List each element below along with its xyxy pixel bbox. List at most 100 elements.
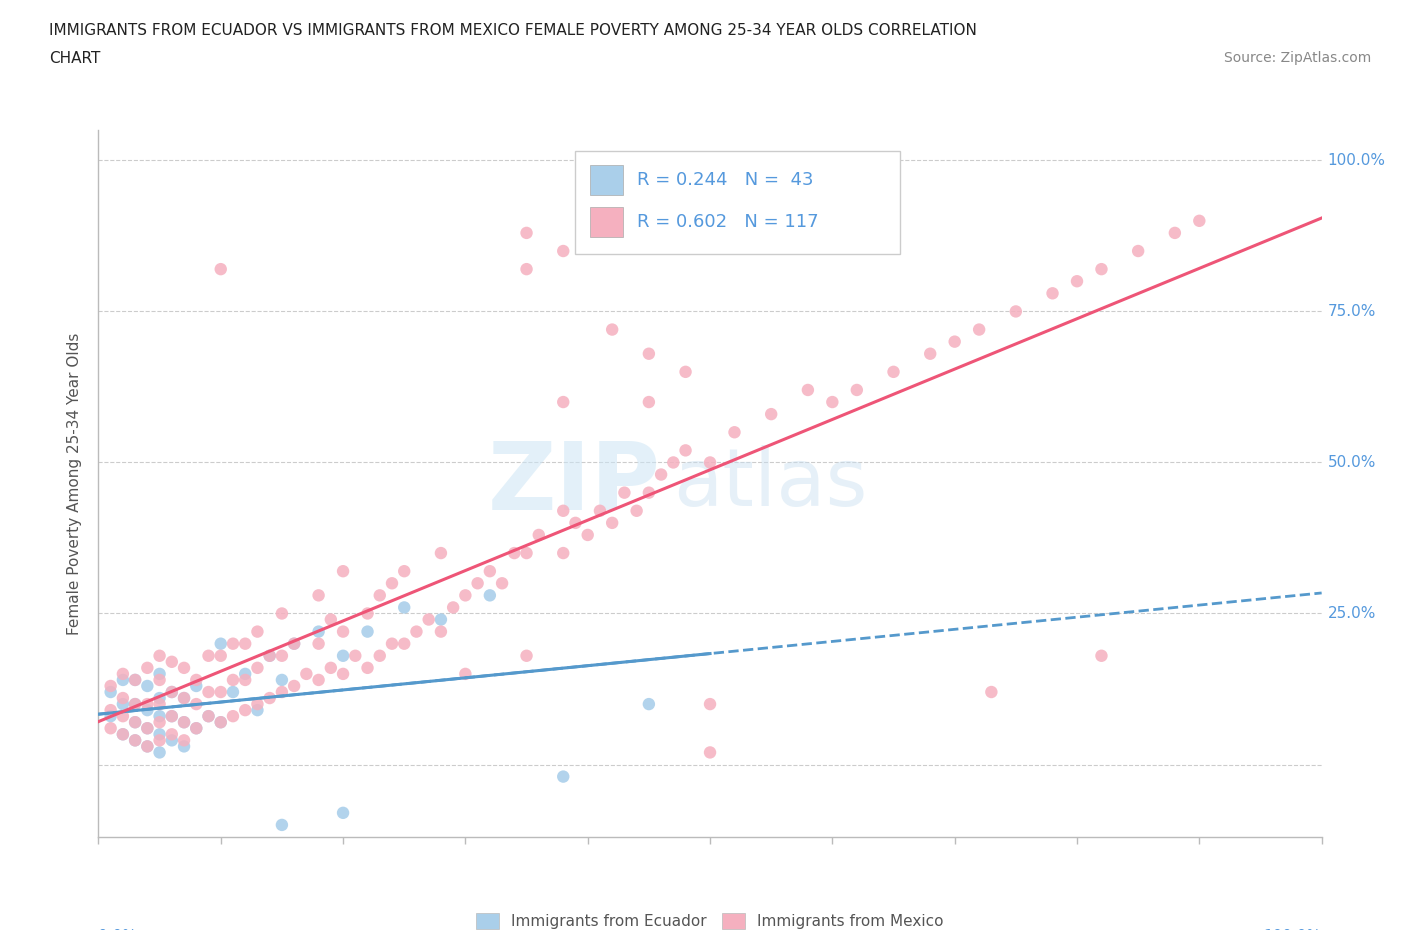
Point: [405, 624, 427, 639]
Point: [1090, 648, 1112, 663]
Point: [160, 709, 183, 724]
Point: [100, 679, 122, 694]
Text: atlas: atlas: [673, 445, 868, 523]
Point: [209, 648, 232, 663]
Point: [430, 612, 453, 627]
Point: [662, 455, 685, 470]
Point: [467, 576, 489, 591]
Point: [149, 667, 172, 682]
Point: [527, 527, 550, 542]
Point: [259, 648, 281, 663]
Point: [186, 721, 208, 736]
Text: IMMIGRANTS FROM ECUADOR VS IMMIGRANTS FROM MEXICO FEMALE POVERTY AMONG 25-34 YEA: IMMIGRANTS FROM ECUADOR VS IMMIGRANTS FR…: [49, 23, 977, 38]
Point: [699, 697, 721, 711]
FancyBboxPatch shape: [575, 152, 900, 254]
Point: [332, 648, 354, 663]
Point: [1164, 225, 1187, 240]
Point: [160, 709, 183, 724]
Point: [233, 703, 256, 718]
Point: [149, 648, 172, 663]
Point: [124, 715, 146, 730]
Point: [392, 564, 416, 578]
Point: [173, 691, 195, 706]
Point: [295, 667, 318, 682]
Point: [111, 709, 134, 724]
Point: [149, 697, 172, 711]
Text: 25.0%: 25.0%: [1327, 606, 1376, 621]
Point: [637, 697, 661, 711]
Point: [430, 624, 453, 639]
Point: [392, 636, 416, 651]
Point: [319, 660, 342, 675]
Point: [503, 546, 526, 561]
Text: Source: ZipAtlas.com: Source: ZipAtlas.com: [1223, 51, 1371, 65]
Point: [344, 648, 367, 663]
Point: [222, 684, 245, 699]
Point: [173, 715, 195, 730]
Point: [821, 394, 844, 409]
Point: [149, 745, 172, 760]
Point: [564, 515, 586, 530]
Point: [270, 684, 294, 699]
Point: [515, 225, 537, 240]
Point: [515, 261, 537, 276]
Point: [197, 684, 219, 699]
Point: [270, 817, 294, 832]
Point: [209, 715, 232, 730]
Point: [233, 672, 256, 687]
Point: [1004, 304, 1026, 319]
Text: 0.0%: 0.0%: [98, 929, 138, 930]
Point: [173, 739, 195, 754]
Point: [454, 667, 477, 682]
Y-axis label: Female Poverty Among 25-34 Year Olds: Female Poverty Among 25-34 Year Olds: [67, 332, 83, 635]
Point: [149, 691, 172, 706]
Point: [553, 546, 575, 561]
Point: [160, 733, 183, 748]
Point: [845, 382, 868, 397]
Point: [124, 697, 146, 711]
Point: [441, 600, 464, 615]
Point: [308, 672, 330, 687]
Point: [637, 485, 661, 500]
Point: [136, 660, 159, 675]
Text: R = 0.244   N =  43: R = 0.244 N = 43: [637, 171, 813, 189]
Point: [124, 672, 146, 687]
Point: [100, 703, 122, 718]
FancyBboxPatch shape: [591, 165, 623, 194]
Point: [111, 727, 134, 742]
Point: [356, 624, 378, 639]
Point: [1066, 273, 1088, 288]
Point: [246, 624, 269, 639]
Point: [136, 679, 159, 694]
Point: [100, 709, 122, 724]
Point: [160, 684, 183, 699]
Legend: Immigrants from Ecuador, Immigrants from Mexico: Immigrants from Ecuador, Immigrants from…: [470, 907, 950, 930]
Point: [478, 564, 501, 578]
Point: [600, 515, 623, 530]
Point: [553, 503, 575, 518]
Point: [381, 576, 404, 591]
Point: [197, 648, 219, 663]
Point: [1188, 213, 1211, 228]
Point: [319, 612, 342, 627]
Point: [136, 697, 159, 711]
Point: [392, 600, 416, 615]
Point: [160, 727, 183, 742]
Point: [723, 425, 745, 440]
Text: R = 0.602   N = 117: R = 0.602 N = 117: [637, 213, 818, 231]
Point: [967, 322, 990, 337]
Point: [209, 636, 232, 651]
Point: [124, 733, 146, 748]
Point: [173, 715, 195, 730]
Text: 100.0%: 100.0%: [1327, 153, 1386, 168]
Point: [637, 394, 661, 409]
Text: 50.0%: 50.0%: [1327, 455, 1376, 470]
Point: [797, 382, 820, 397]
Point: [149, 715, 172, 730]
Point: [883, 365, 905, 379]
Point: [111, 691, 134, 706]
Point: [675, 443, 697, 458]
Point: [515, 546, 537, 561]
Point: [553, 244, 575, 259]
Text: 75.0%: 75.0%: [1327, 304, 1376, 319]
